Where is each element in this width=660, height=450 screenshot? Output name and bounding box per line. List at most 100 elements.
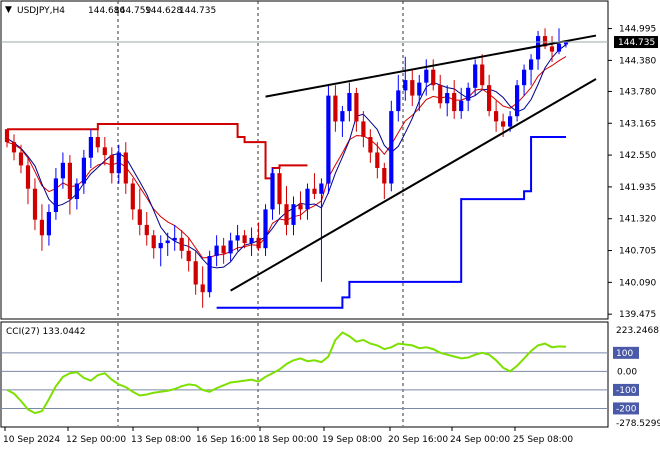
candle-body [81, 157, 86, 184]
candle [60, 152, 65, 189]
candle [32, 178, 38, 231]
candle-body [445, 93, 450, 104]
candle-body [95, 137, 100, 148]
candle [522, 64, 527, 96]
price-axis-label: 142.550 [619, 151, 656, 161]
candle [361, 111, 366, 148]
candle-body [46, 212, 51, 236]
cci-level-tag [613, 402, 639, 415]
candle-body [109, 155, 114, 174]
candle [39, 204, 44, 251]
cci-level-label: -100 [616, 386, 637, 396]
candle-body [382, 168, 387, 184]
candle [487, 74, 492, 117]
candle-body [319, 183, 324, 194]
candle [123, 142, 128, 194]
candle-body [263, 209, 268, 249]
price-axis-label: 139.475 [619, 310, 656, 320]
candle [277, 165, 282, 215]
price-axis-label: 143.780 [619, 87, 656, 97]
candle-body [452, 93, 457, 112]
candle [186, 237, 191, 272]
candle-body [53, 178, 58, 212]
time-axis-label: 10 Sep 2024 [3, 435, 60, 445]
candle-body [25, 165, 31, 189]
candle-body [487, 85, 492, 112]
candle [333, 85, 338, 132]
candle-body [165, 240, 170, 244]
candle [256, 222, 261, 251]
candle [515, 80, 520, 122]
candle [368, 129, 373, 163]
candle-body [542, 36, 548, 47]
candle [347, 82, 352, 122]
candle [438, 74, 443, 109]
candle [270, 168, 275, 220]
cci-level-label: -200 [616, 404, 637, 414]
candle [221, 237, 226, 264]
candle [88, 129, 93, 169]
price-axis-label: 141.320 [619, 215, 656, 225]
wedge-upper-trendline [265, 34, 597, 98]
candle-body [361, 121, 366, 137]
candle-body [563, 42, 569, 45]
candle-body [102, 147, 107, 156]
cci-min-label: -278.5299 [616, 419, 660, 429]
candle-body [193, 261, 198, 285]
cci-line-group [6, 331, 567, 415]
candle-body [375, 152, 380, 168]
candle-body [18, 152, 24, 166]
candle [529, 54, 534, 86]
candle-body [11, 142, 17, 153]
candle-body [305, 188, 310, 210]
candle [193, 250, 198, 295]
candle-body [549, 46, 555, 52]
candle [305, 183, 310, 220]
candle-body [354, 93, 359, 122]
candle-body [137, 209, 142, 225]
wedge-lower-trendline [230, 78, 597, 292]
price-axis-label: 141.935 [619, 183, 656, 193]
candle [298, 191, 303, 220]
time-axis: 10 Sep 2024 12 Sep 00:00 13 Sep 08:00 16 Se… [3, 427, 573, 445]
candle-body [172, 237, 177, 241]
candle [284, 186, 289, 236]
price-axis-label: 144.380 [619, 56, 656, 66]
candle [74, 178, 79, 210]
main-plot-area [0, 0, 609, 320]
time-axis-label: 18 Sep 00:00 [258, 435, 318, 445]
candle-body [32, 188, 38, 220]
cci-indicator-label: CCI(27) 133.0442 [6, 327, 86, 337]
current-price-label: 144.735 [618, 38, 655, 48]
candle [4, 129, 10, 148]
candle-body [158, 243, 163, 249]
candle-body [88, 137, 93, 158]
cci-level-tag [613, 346, 639, 359]
candle [109, 147, 114, 184]
candle-body [256, 237, 261, 249]
candle-body [186, 250, 191, 262]
candle-body [207, 256, 212, 293]
candle [67, 155, 72, 215]
candle-body [270, 173, 275, 210]
time-axis-label: 24 Sep 00:00 [450, 435, 510, 445]
candle-body [431, 69, 436, 86]
cci-line [6, 331, 567, 415]
candle-body [508, 116, 513, 127]
candle [473, 59, 478, 96]
chart-header-high: 144.759 [114, 6, 151, 16]
candle [158, 235, 163, 267]
time-axis-label: 16 Sep 16:00 [196, 435, 256, 445]
trendlines [230, 34, 597, 292]
candle [417, 74, 422, 112]
chart-header-symbol: USDJPY,H4 [17, 6, 65, 16]
candle [137, 188, 142, 236]
candle-body [179, 237, 184, 251]
candle [326, 85, 331, 194]
channel-lower-line [216, 135, 566, 309]
candle [18, 144, 24, 174]
candle-body [144, 224, 149, 236]
time-axis-label: 19 Sep 08:00 [322, 435, 382, 445]
candle-body [214, 245, 219, 256]
candle [235, 224, 240, 251]
